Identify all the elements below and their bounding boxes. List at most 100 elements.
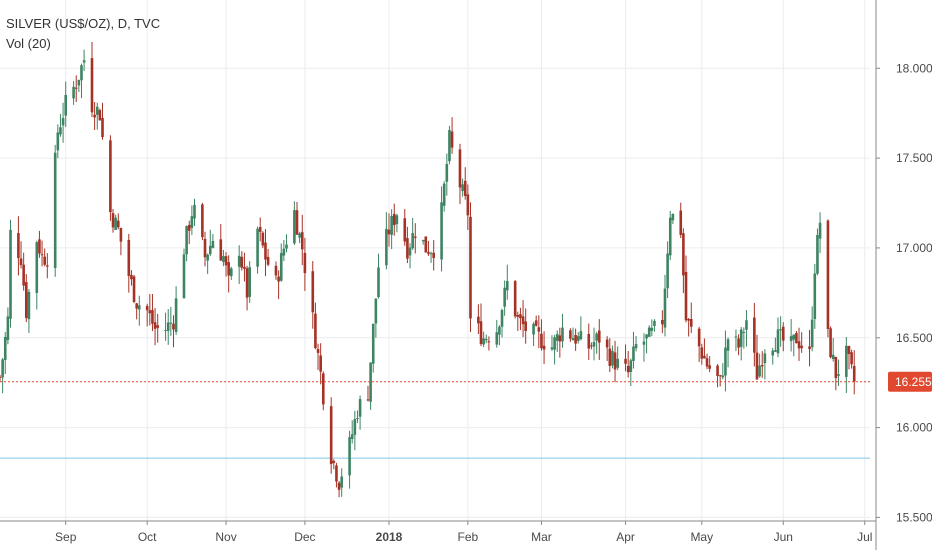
candle-down bbox=[258, 226, 262, 232]
candle-down bbox=[329, 406, 333, 465]
candle-down bbox=[240, 256, 244, 268]
candle-down bbox=[332, 460, 336, 463]
candle-up bbox=[763, 353, 767, 364]
candle-up bbox=[555, 334, 559, 341]
symbol-title[interactable]: SILVER (US$/OZ), D, TVC bbox=[6, 16, 161, 31]
x-tick-label: May bbox=[690, 530, 713, 544]
candle-down bbox=[537, 327, 541, 332]
candle-up bbox=[3, 337, 7, 360]
candle-down bbox=[542, 345, 546, 350]
candle-up bbox=[553, 337, 556, 350]
candle-down bbox=[540, 333, 543, 349]
candle-down bbox=[303, 252, 307, 274]
candle-up bbox=[237, 255, 241, 267]
candle-up bbox=[482, 338, 485, 345]
candle-down bbox=[403, 218, 407, 242]
candle-down bbox=[321, 373, 325, 405]
candle-up bbox=[505, 280, 509, 291]
candle-up bbox=[550, 347, 554, 350]
y-tick-label: 18.000 bbox=[896, 61, 932, 75]
candle-up bbox=[595, 333, 598, 341]
candle-up bbox=[27, 291, 31, 320]
candle-down bbox=[427, 251, 430, 254]
candle-up bbox=[408, 247, 412, 256]
candle-up bbox=[56, 132, 60, 151]
candle-down bbox=[224, 256, 228, 266]
candle-down bbox=[590, 345, 593, 347]
y-tick-label: 16.000 bbox=[896, 421, 932, 435]
candle-down bbox=[487, 341, 491, 343]
candle-down bbox=[17, 233, 20, 259]
candle-down bbox=[679, 210, 683, 235]
candle-down bbox=[22, 264, 25, 286]
candle-up bbox=[645, 334, 648, 339]
candle-down bbox=[469, 216, 472, 319]
candle-up bbox=[6, 316, 10, 341]
price-axis[interactable]: 18.000 17.500 17.000 16.500 16.000 15.500 bbox=[876, 61, 932, 524]
candle-up bbox=[229, 268, 233, 277]
candle-down bbox=[392, 213, 396, 226]
candle-up bbox=[758, 365, 761, 377]
candle-down bbox=[219, 239, 223, 261]
candle-down bbox=[101, 117, 104, 138]
candle-down bbox=[558, 335, 562, 342]
last-price-tag-label: 16.255 bbox=[895, 375, 932, 389]
candle-up bbox=[642, 341, 646, 345]
candle-down bbox=[705, 358, 709, 367]
candle-down bbox=[826, 220, 830, 329]
candle-down bbox=[406, 238, 409, 259]
candle-up bbox=[1, 359, 4, 378]
candle-up bbox=[440, 202, 443, 260]
candle-up bbox=[745, 320, 748, 330]
candle-down bbox=[243, 266, 246, 269]
candle-up bbox=[248, 267, 251, 297]
candle-down bbox=[800, 345, 803, 349]
candle-down bbox=[516, 315, 520, 317]
candle-down bbox=[834, 356, 838, 379]
candle-up bbox=[208, 245, 212, 255]
candle-up bbox=[498, 326, 501, 335]
candle-down bbox=[40, 254, 44, 256]
candle-down bbox=[737, 338, 740, 348]
candles bbox=[0, 42, 856, 498]
time-axis[interactable]: Sep Oct Nov Dec 2018 Feb Mar Apr May Jun Jul bbox=[55, 521, 872, 544]
candle-down bbox=[626, 366, 630, 373]
candle-up bbox=[774, 350, 777, 352]
candle-down bbox=[46, 265, 49, 267]
candle-down bbox=[795, 332, 798, 344]
candle-down bbox=[608, 348, 612, 366]
candle-down bbox=[43, 256, 46, 265]
candle-down bbox=[755, 352, 759, 380]
candle-up bbox=[650, 327, 654, 331]
x-tick-label: 2018 bbox=[376, 530, 403, 544]
candle-down bbox=[477, 316, 480, 324]
candle-up bbox=[385, 228, 388, 266]
candle-up bbox=[138, 305, 141, 310]
candle-down bbox=[227, 262, 230, 276]
candle-down bbox=[93, 114, 96, 118]
candle-up bbox=[9, 229, 12, 319]
candle-up bbox=[616, 358, 619, 368]
candle-down bbox=[847, 346, 851, 355]
candle-down bbox=[319, 355, 322, 372]
candle-up bbox=[190, 216, 194, 228]
candle-down bbox=[116, 220, 120, 228]
candle-down bbox=[687, 319, 690, 321]
candle-down bbox=[38, 239, 41, 254]
candle-up bbox=[721, 375, 725, 378]
candle-down bbox=[187, 224, 191, 231]
volume-indicator-label[interactable]: Vol (20) bbox=[6, 36, 51, 51]
candle-down bbox=[463, 180, 467, 196]
candle-down bbox=[266, 256, 270, 265]
candle-up bbox=[742, 332, 746, 334]
y-tick-label: 16.500 bbox=[896, 331, 932, 345]
candle-down bbox=[613, 352, 617, 370]
x-tick-label: Jun bbox=[774, 530, 793, 544]
candle-down bbox=[130, 274, 133, 280]
candle-down bbox=[781, 326, 785, 341]
candle-up bbox=[95, 106, 99, 115]
candle-up bbox=[837, 374, 840, 376]
candle-up bbox=[634, 344, 638, 349]
candle-down bbox=[277, 276, 280, 282]
